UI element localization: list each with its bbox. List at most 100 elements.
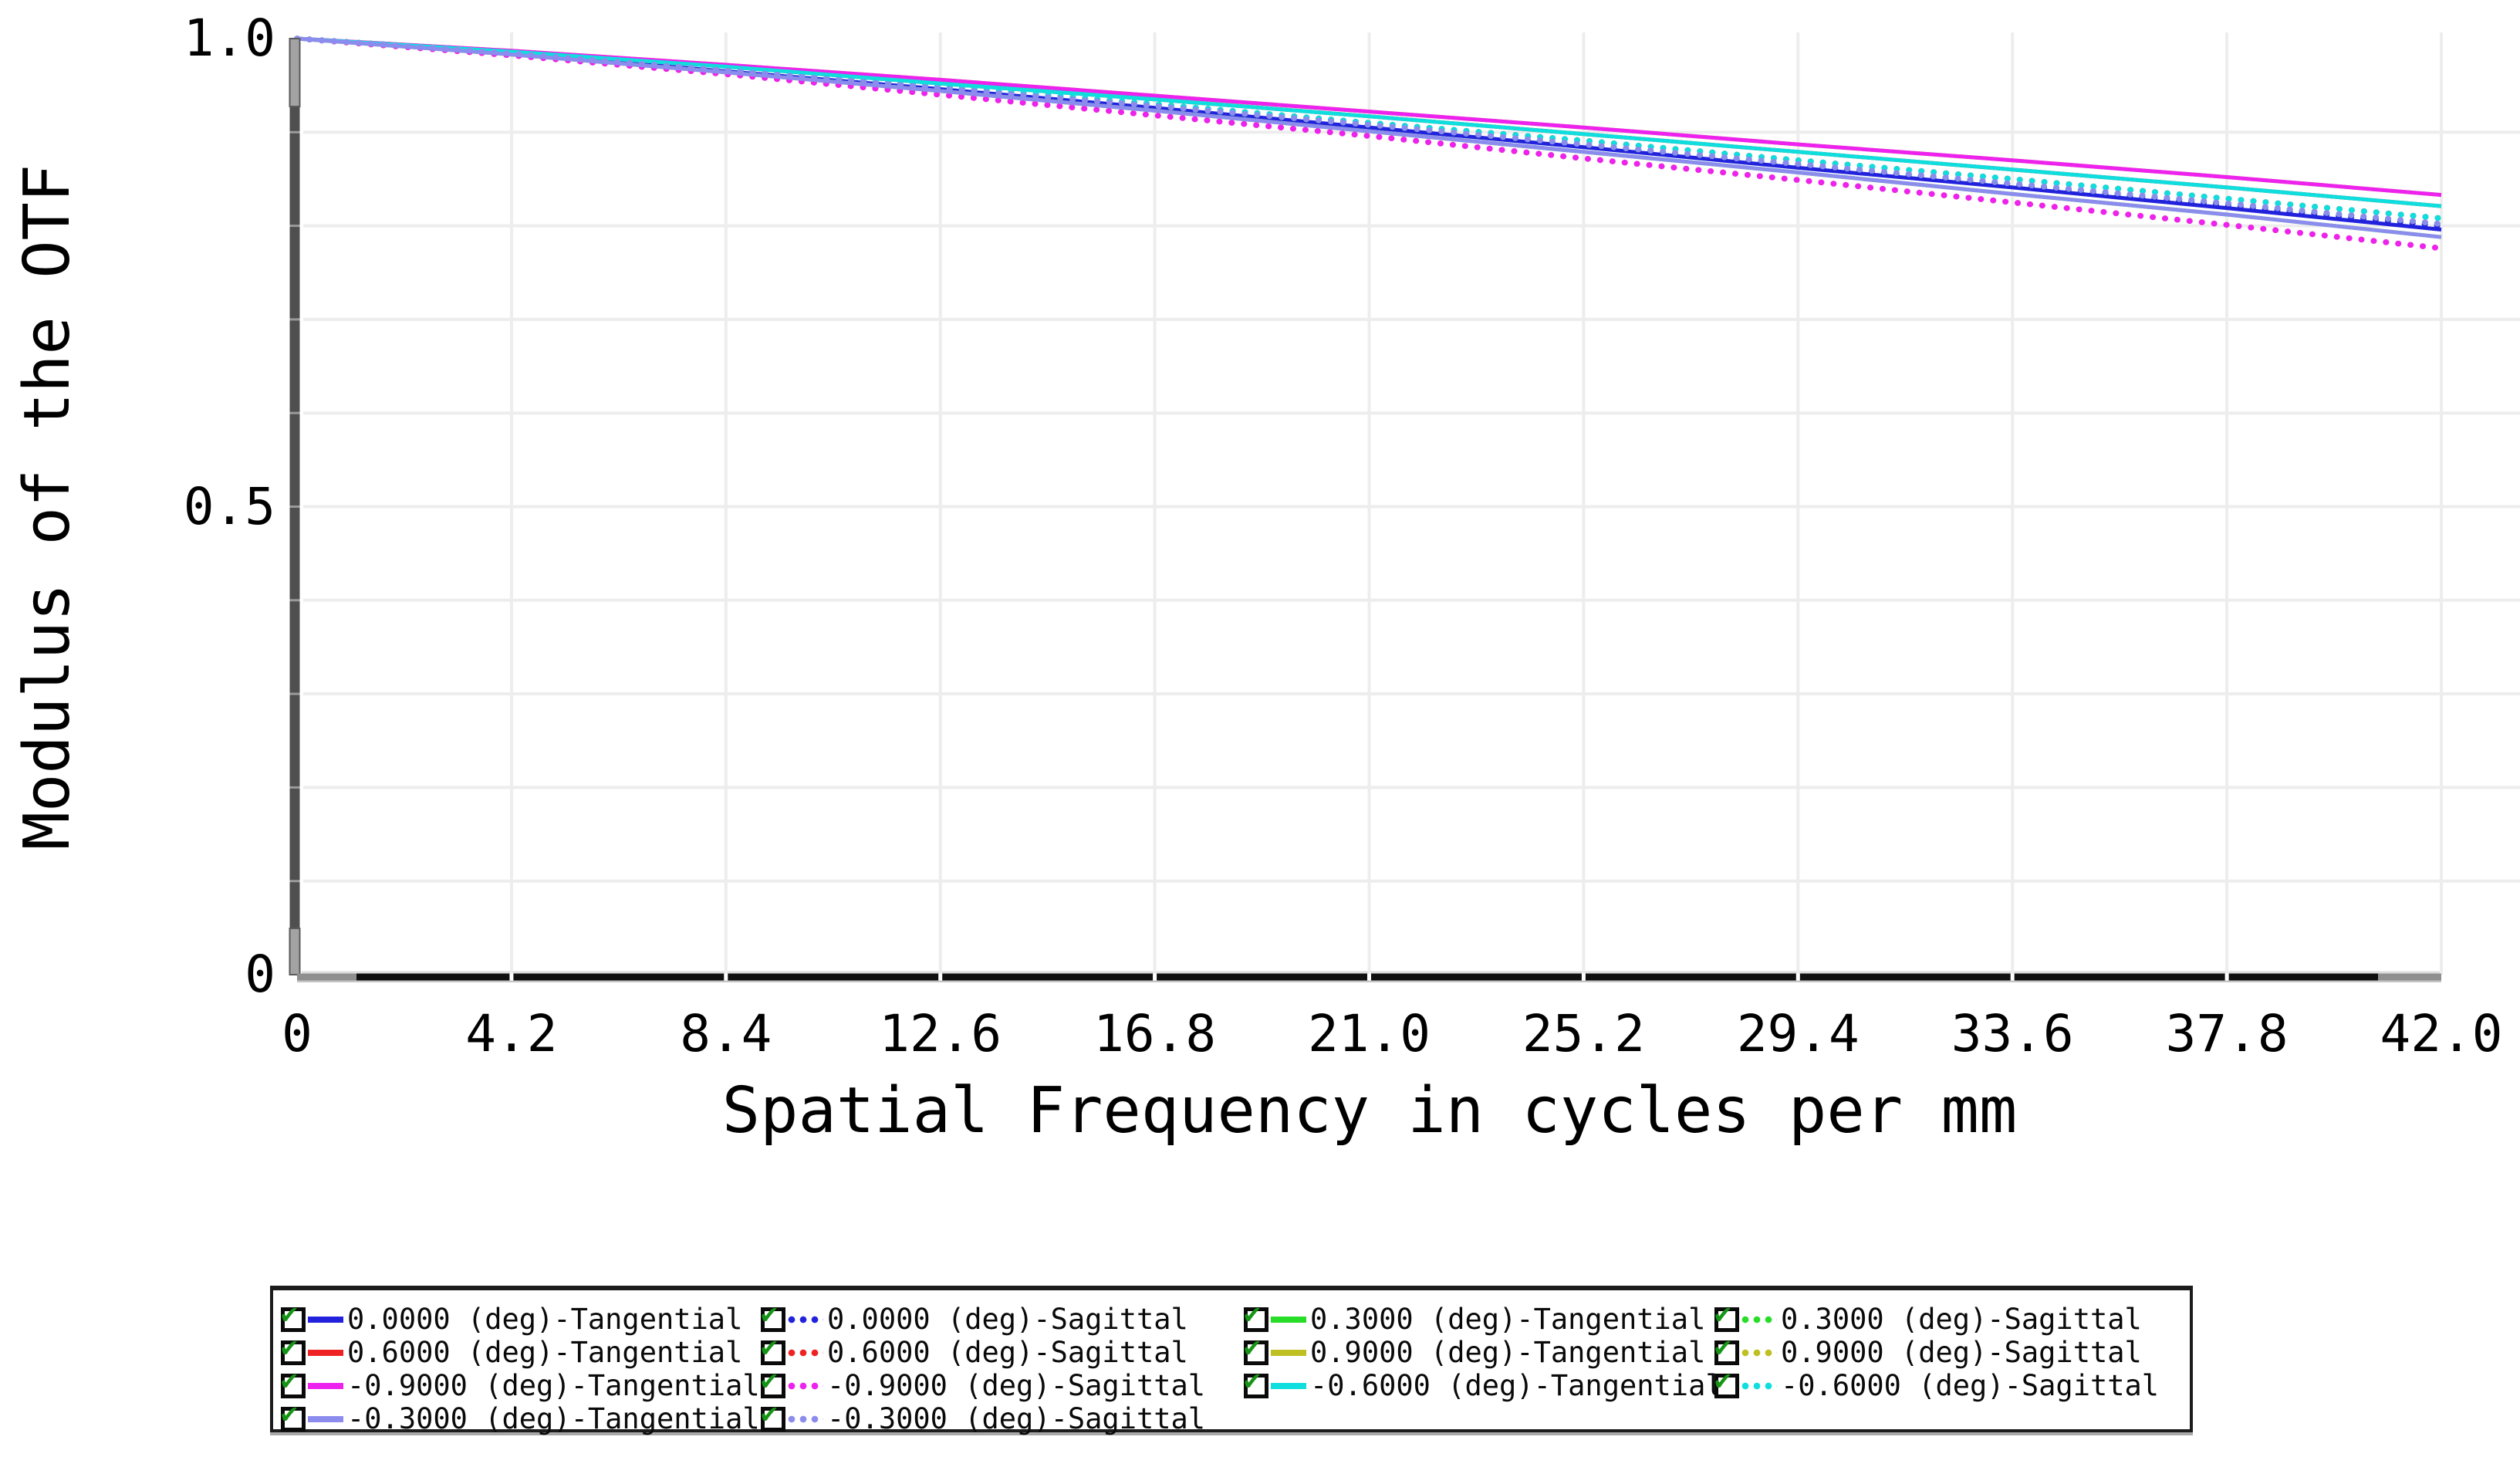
checkmark-icon: ✔ <box>761 1397 778 1429</box>
checkmark-icon: ✔ <box>281 1364 298 1396</box>
x-axis-bar-gap <box>1581 973 1586 981</box>
x-tick-label: 4.2 <box>465 1004 558 1063</box>
y-axis-bar-notch <box>289 692 300 695</box>
legend-entry: ✔ -0.9000 (deg)-Tangential <box>281 1366 761 1402</box>
x-tick-label: 12.6 <box>879 1004 1002 1063</box>
x-tick-label: 0 <box>282 1004 312 1063</box>
y-tick-label: 1.0 <box>183 8 275 68</box>
legend-entry: ✔ 0.3000 (deg)-Sagittal <box>1714 1300 2190 1336</box>
checkmark-icon: ✔ <box>1714 1330 1731 1363</box>
legend-line-sample <box>1271 1382 1306 1389</box>
checkmark-icon: ✔ <box>1244 1330 1261 1363</box>
legend-label: 0.0000 (deg)-Tangential <box>347 1303 743 1336</box>
legend-line-sample <box>788 1415 823 1423</box>
legend-label: 0.0000 (deg)-Sagittal <box>827 1303 1188 1336</box>
x-axis-bar-left-cap <box>297 973 356 981</box>
y-axis-bar-notch <box>289 880 300 883</box>
checkmark-icon: ✔ <box>1244 1297 1261 1330</box>
legend-line-sample <box>308 1382 343 1389</box>
legend-line-sample <box>1271 1316 1306 1323</box>
legend-label: -0.3000 (deg)-Tangential <box>347 1402 760 1435</box>
y-axis-bar-notch <box>289 786 300 789</box>
legend-label: 0.6000 (deg)-Tangential <box>347 1336 743 1369</box>
legend-entry: ✔ -0.3000 (deg)-Tangential <box>281 1399 761 1435</box>
legend-entry: ✔ 0.9000 (deg)-Tangential <box>1244 1333 1714 1369</box>
legend-entry: ✔ 0.6000 (deg)-Tangential <box>281 1333 761 1369</box>
checkmark-icon: ✔ <box>281 1330 298 1363</box>
y-tick-label: 0.5 <box>183 476 275 536</box>
checkmark-icon: ✔ <box>1714 1364 1731 1396</box>
x-axis-bar-gap <box>1367 973 1371 981</box>
checkmark-icon: ✔ <box>761 1330 778 1363</box>
legend-series-checkbox[interactable]: ✔ <box>761 1333 785 1365</box>
legend-series-checkbox[interactable]: ✔ <box>1714 1366 1739 1398</box>
mtf-curve <box>294 35 2444 227</box>
legend-line-sample <box>308 1316 343 1323</box>
x-tick-label: 42.0 <box>2380 1004 2503 1063</box>
checkmark-icon: ✔ <box>281 1397 298 1429</box>
legend-series-checkbox[interactable]: ✔ <box>281 1366 306 1398</box>
y-axis-bar-bottom-cap <box>289 928 301 975</box>
legend-line-sample <box>1741 1348 1777 1357</box>
x-axis-bar-right-cap <box>2378 973 2441 981</box>
y-axis-bar-notch <box>289 505 300 508</box>
y-axis-bar-notch <box>289 318 300 321</box>
legend-entry: ✔ -0.6000 (deg)-Sagittal <box>1714 1366 2190 1402</box>
x-axis-bar-gap <box>509 973 514 981</box>
legend-entry: ✔ -0.9000 (deg)-Sagittal <box>761 1366 1244 1402</box>
checkmark-icon: ✔ <box>761 1364 778 1396</box>
legend-series-checkbox[interactable]: ✔ <box>281 1300 306 1332</box>
legend-label: -0.3000 (deg)-Sagittal <box>827 1402 1206 1435</box>
y-axis-bar-top-cap <box>289 38 301 107</box>
legend-series-checkbox[interactable]: ✔ <box>761 1399 785 1432</box>
y-axis-bar-notch <box>289 130 300 134</box>
legend-label: 0.3000 (deg)-Sagittal <box>1781 1303 2142 1336</box>
legend-entry: ✔ 0.9000 (deg)-Sagittal <box>1714 1333 2190 1369</box>
x-tick-label: 37.8 <box>2165 1004 2289 1063</box>
legend-series-checkbox[interactable]: ✔ <box>761 1366 785 1398</box>
legend-series-checkbox[interactable]: ✔ <box>1244 1333 1268 1365</box>
legend-series-checkbox[interactable]: ✔ <box>1244 1366 1268 1398</box>
legend-series-checkbox[interactable]: ✔ <box>1714 1333 1739 1365</box>
legend-series-checkbox[interactable]: ✔ <box>281 1399 306 1432</box>
x-axis-title: Spatial Frequency in cycles per mm <box>721 1074 2018 1148</box>
x-tick-label: 8.4 <box>680 1004 772 1063</box>
legend-entry: ✔ -0.3000 (deg)-Sagittal <box>761 1399 1244 1435</box>
legend-label: -0.6000 (deg)-Sagittal <box>1781 1369 2160 1402</box>
legend-series-checkbox[interactable]: ✔ <box>761 1300 785 1332</box>
y-tick-label: 0 <box>245 945 275 1004</box>
legend-entry: ✔ 0.3000 (deg)-Tangential <box>1244 1300 1714 1336</box>
legend-line-sample <box>308 1349 343 1356</box>
legend-box: ✔ 0.0000 (deg)-Tangential ✔ 0.0000 (deg)-Sa… <box>270 1286 2193 1435</box>
legend-series-checkbox[interactable]: ✔ <box>1244 1300 1268 1332</box>
legend-line-sample <box>788 1348 823 1357</box>
legend-line-sample <box>308 1415 343 1422</box>
legend-series-checkbox[interactable]: ✔ <box>1714 1300 1739 1332</box>
x-tick-label: 16.8 <box>1093 1004 1217 1063</box>
legend-label: 0.9000 (deg)-Tangential <box>1310 1336 1706 1369</box>
x-axis-bar-gap <box>2224 973 2229 981</box>
legend-line-sample <box>1741 1381 1777 1390</box>
checkmark-icon: ✔ <box>281 1297 298 1330</box>
y-axis-bar-notch <box>289 599 300 602</box>
legend-entry: ✔ -0.6000 (deg)-Tangential <box>1244 1366 1723 1402</box>
legend-line-sample <box>1741 1315 1777 1323</box>
legend-label: -0.6000 (deg)-Tangential <box>1310 1369 1723 1402</box>
checkmark-icon: ✔ <box>761 1297 778 1330</box>
legend-label: -0.9000 (deg)-Tangential <box>347 1369 760 1402</box>
legend-label: 0.6000 (deg)-Sagittal <box>827 1336 1188 1369</box>
x-axis-bar-gap <box>2010 973 2015 981</box>
x-tick-label: 25.2 <box>1522 1004 1645 1063</box>
x-tick-label: 21.0 <box>1308 1004 1431 1063</box>
legend-line-sample <box>788 1381 823 1390</box>
x-axis-bar-gap <box>938 973 943 981</box>
legend-label: 0.3000 (deg)-Tangential <box>1310 1303 1706 1336</box>
legend-entry: ✔ 0.0000 (deg)-Sagittal <box>761 1300 1244 1336</box>
legend-label: 0.9000 (deg)-Sagittal <box>1781 1336 2142 1369</box>
legend-series-checkbox[interactable]: ✔ <box>281 1333 306 1365</box>
legend-entry: ✔ 0.6000 (deg)-Sagittal <box>761 1333 1244 1369</box>
x-tick-label: 33.6 <box>1951 1004 2074 1063</box>
legend-label: -0.9000 (deg)-Sagittal <box>827 1369 1206 1402</box>
